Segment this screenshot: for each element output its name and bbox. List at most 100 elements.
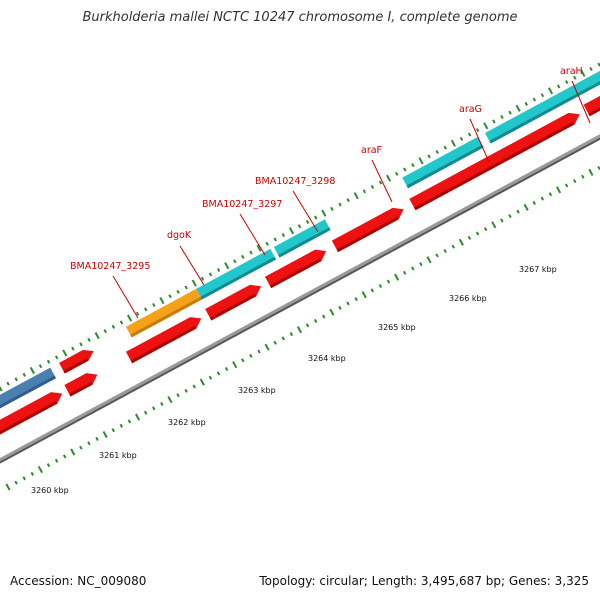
outer-tick xyxy=(589,66,593,72)
inner-tick xyxy=(5,483,11,491)
inner-tick xyxy=(588,168,594,176)
outer-tick xyxy=(346,198,350,203)
inner-tick xyxy=(79,445,83,450)
inner-tick xyxy=(111,428,115,433)
outer-tick xyxy=(176,289,180,294)
outer-tick xyxy=(515,104,521,112)
outer-tick xyxy=(297,224,302,229)
outer-tick xyxy=(459,136,464,141)
outer-tick xyxy=(532,97,537,102)
outer-tick xyxy=(394,171,399,176)
gene-block-red-edge xyxy=(63,357,89,374)
inner-tick xyxy=(192,384,196,389)
outer-tick xyxy=(556,84,561,89)
outer-tick xyxy=(71,346,75,351)
cds-arrow xyxy=(205,284,262,321)
inner-tick xyxy=(264,343,270,351)
inner-tick xyxy=(581,174,585,179)
inner-tick xyxy=(467,235,472,240)
inner-tick xyxy=(37,465,43,474)
inner-tick xyxy=(523,203,529,211)
inner-tick xyxy=(426,256,432,264)
outer-tick xyxy=(62,349,68,357)
accession-text: Accession: NC_009080 xyxy=(10,574,147,588)
kbp-label: 3262 kbp xyxy=(168,418,206,427)
outer-tick xyxy=(288,227,294,235)
inner-tick xyxy=(143,410,148,415)
outer-tick xyxy=(353,192,359,200)
inner-tick xyxy=(361,291,367,299)
inner-tick xyxy=(386,279,391,284)
inner-tick xyxy=(564,183,569,188)
inner-tick xyxy=(176,393,180,398)
inner-tick xyxy=(273,340,277,345)
gene-block-red xyxy=(59,350,94,374)
cds-arrow xyxy=(331,207,404,253)
outer-tick xyxy=(443,145,447,150)
inner-tick xyxy=(532,200,536,205)
gene-label: BMA10247_3298 xyxy=(255,176,335,187)
inner-tick xyxy=(458,238,464,246)
inner-tick xyxy=(241,358,245,363)
inner-tick xyxy=(46,463,51,468)
outer-tick xyxy=(524,101,528,106)
kbp-label: 3266 kbp xyxy=(449,294,487,303)
inner-tick xyxy=(216,371,221,376)
inner-tick xyxy=(208,375,213,380)
inner-tick xyxy=(22,476,26,481)
outer-tick xyxy=(168,294,172,299)
outer-tick xyxy=(273,237,277,242)
gene-label: dgoK xyxy=(167,230,192,241)
gene-block-arag xyxy=(485,70,600,144)
cds-arrow-edge xyxy=(209,293,257,321)
outer-tick xyxy=(281,233,286,238)
gene-track xyxy=(0,70,600,409)
inner-tick xyxy=(516,209,520,214)
gene-block-araf xyxy=(402,136,484,189)
outer-tick xyxy=(338,202,342,207)
cds-arrow-edge xyxy=(414,121,575,211)
outer-tick xyxy=(184,285,188,290)
inner-tick xyxy=(313,318,318,323)
inner-tick xyxy=(354,297,358,302)
gene-label: BMA10247_3297 xyxy=(202,199,282,210)
cds-arrow-edge xyxy=(269,258,322,289)
outer-tick xyxy=(314,215,318,220)
inner-tick xyxy=(95,436,99,441)
inner-tick-track xyxy=(5,165,600,491)
outer-tick xyxy=(38,364,43,369)
inner-tick xyxy=(160,401,164,406)
outer-tick xyxy=(152,302,156,307)
kbp-scale-labels: 3260 kbp 3261 kbp 3262 kbp 3263 kbp 3264 kbp… xyxy=(31,265,557,495)
outer-tick xyxy=(500,115,504,120)
inner-tick xyxy=(419,262,423,267)
inner-tick xyxy=(573,179,577,184)
inner-tick xyxy=(54,458,59,463)
outer-tick xyxy=(103,329,107,334)
inner-tick xyxy=(322,314,326,319)
outer-tick xyxy=(14,377,18,382)
outer-tick-track xyxy=(0,62,600,392)
kbp-label: 3264 kbp xyxy=(308,354,346,363)
inner-tick xyxy=(281,336,285,341)
outer-tick xyxy=(94,332,100,340)
inner-tick xyxy=(483,227,488,232)
gene-label: araG xyxy=(459,104,482,115)
inner-tick xyxy=(338,305,342,310)
inner-tick xyxy=(119,423,124,428)
outer-tick xyxy=(6,381,10,386)
cds-arrow xyxy=(125,317,202,364)
outer-tick xyxy=(305,219,310,224)
inner-tick xyxy=(435,253,439,258)
inner-tick xyxy=(402,270,407,275)
outer-tick xyxy=(450,139,456,147)
kbp-label: 3265 kbp xyxy=(378,323,416,332)
inner-tick xyxy=(508,214,512,219)
outer-tick xyxy=(54,355,59,360)
gene-label: araH xyxy=(560,66,583,77)
inner-tick xyxy=(127,419,132,424)
outer-tick xyxy=(126,314,133,322)
outer-tick xyxy=(483,122,489,130)
inner-tick xyxy=(70,448,76,456)
